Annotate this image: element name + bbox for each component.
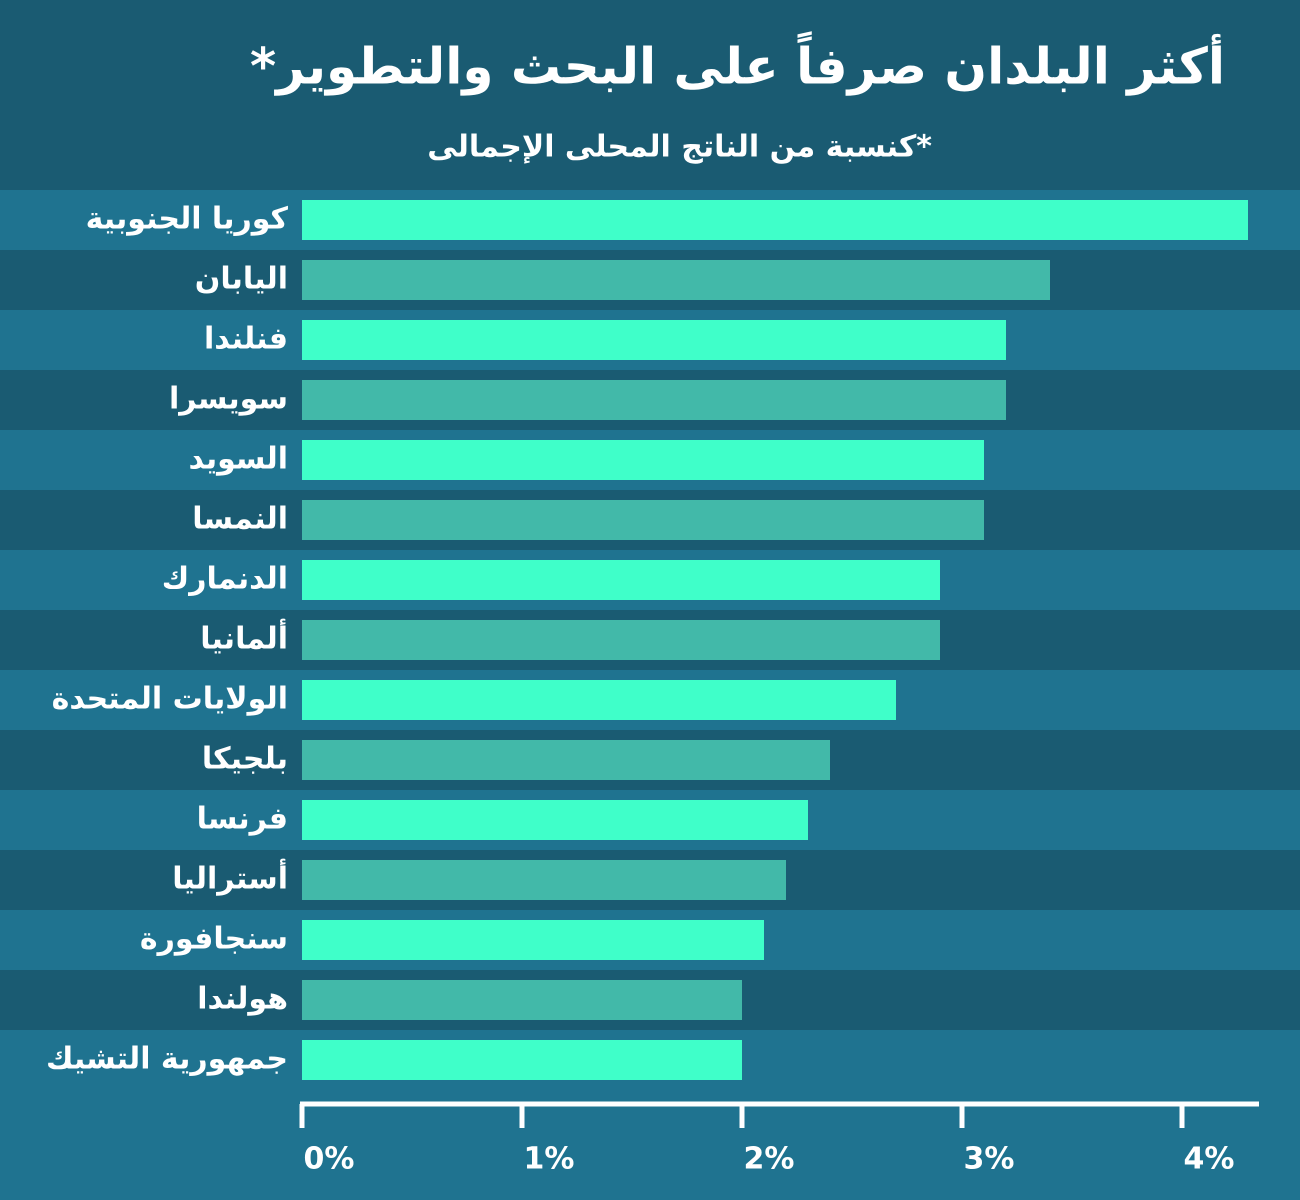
category-label: بلجيكا bbox=[202, 742, 288, 777]
category-label: النمسا bbox=[192, 502, 288, 537]
category-label: كوريا الجنوبية bbox=[86, 202, 289, 237]
bar bbox=[302, 860, 786, 900]
bar bbox=[302, 980, 742, 1020]
bar bbox=[302, 260, 1050, 300]
category-label: ألمانيا bbox=[200, 619, 288, 657]
bar bbox=[302, 680, 896, 720]
category-label: سويسرا bbox=[169, 382, 288, 417]
x-tick-label: 1% bbox=[524, 1142, 575, 1177]
category-label: فنلندا bbox=[204, 322, 288, 357]
bar bbox=[302, 380, 1006, 420]
chart-subtitle: *كنسبة من الناتج المحلى الإجمالى bbox=[427, 130, 932, 165]
category-label: جمهورية التشيك bbox=[46, 1042, 288, 1077]
bar bbox=[302, 560, 940, 600]
category-label: هولندا bbox=[197, 982, 288, 1017]
bar bbox=[302, 740, 830, 780]
chart-title: أكثر البلدان صرفاً على البحث والتطوير* bbox=[250, 31, 1225, 97]
bar bbox=[302, 620, 940, 660]
bar bbox=[302, 200, 1248, 240]
x-tick-label: 3% bbox=[964, 1142, 1015, 1177]
bar bbox=[302, 500, 984, 540]
bar bbox=[302, 920, 764, 960]
bar bbox=[302, 1040, 742, 1080]
category-label: السويد bbox=[189, 442, 288, 477]
bar bbox=[302, 320, 1006, 360]
header-background bbox=[0, 0, 1300, 190]
bar bbox=[302, 800, 808, 840]
x-tick-label: 0% bbox=[304, 1142, 355, 1177]
category-label: سنجافورة bbox=[140, 922, 288, 957]
category-label: الدنمارك bbox=[162, 562, 288, 597]
x-tick-label: 2% bbox=[744, 1142, 795, 1177]
category-label: أستراليا bbox=[172, 859, 288, 897]
bar bbox=[302, 440, 984, 480]
x-tick-label: 4% bbox=[1184, 1142, 1235, 1177]
category-label: الولايات المتحدة bbox=[52, 682, 288, 717]
category-label: اليابان bbox=[195, 262, 288, 297]
category-label: فرنسا bbox=[197, 802, 288, 837]
